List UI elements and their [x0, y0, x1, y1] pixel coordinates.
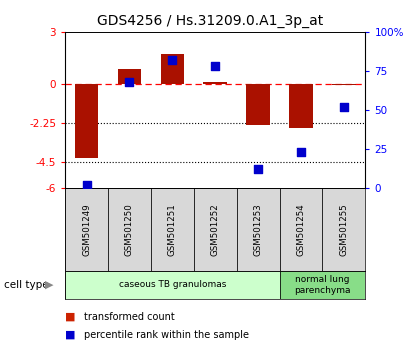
- Bar: [75, 84, 98, 158]
- Bar: [65, 271, 280, 299]
- Bar: [247, 84, 270, 125]
- Text: GSM501253: GSM501253: [254, 203, 262, 256]
- Text: caseous TB granulomas: caseous TB granulomas: [119, 280, 226, 290]
- Bar: [151, 188, 194, 271]
- Bar: [203, 82, 227, 84]
- Bar: [332, 84, 356, 85]
- Bar: [323, 188, 365, 271]
- Point: [83, 182, 90, 187]
- Text: GSM501250: GSM501250: [125, 203, 134, 256]
- Point: [126, 79, 133, 85]
- Bar: [65, 188, 108, 271]
- Text: GSM501255: GSM501255: [339, 203, 349, 256]
- Bar: [280, 188, 323, 271]
- Point: [255, 166, 262, 172]
- Text: percentile rank within the sample: percentile rank within the sample: [84, 330, 249, 339]
- Bar: [289, 84, 313, 128]
- Point: [298, 149, 304, 155]
- Bar: [160, 55, 184, 84]
- Text: normal lung
parenchyma: normal lung parenchyma: [294, 275, 351, 295]
- Bar: [237, 188, 280, 271]
- Text: ■: ■: [65, 312, 76, 322]
- Text: transformed count: transformed count: [84, 312, 175, 322]
- Text: GSM501251: GSM501251: [168, 203, 177, 256]
- Text: GDS4256 / Hs.31209.0.A1_3p_at: GDS4256 / Hs.31209.0.A1_3p_at: [97, 14, 323, 28]
- Point: [212, 63, 218, 69]
- Bar: [194, 188, 237, 271]
- Text: ▶: ▶: [45, 280, 54, 290]
- Text: GSM501252: GSM501252: [211, 203, 220, 256]
- Bar: [280, 271, 365, 299]
- Bar: [108, 188, 151, 271]
- Bar: [118, 69, 141, 84]
- Text: ■: ■: [65, 330, 76, 339]
- Point: [169, 57, 176, 63]
- Text: GSM501254: GSM501254: [297, 203, 305, 256]
- Point: [341, 104, 347, 109]
- Text: GSM501249: GSM501249: [82, 203, 91, 256]
- Text: cell type: cell type: [4, 280, 49, 290]
